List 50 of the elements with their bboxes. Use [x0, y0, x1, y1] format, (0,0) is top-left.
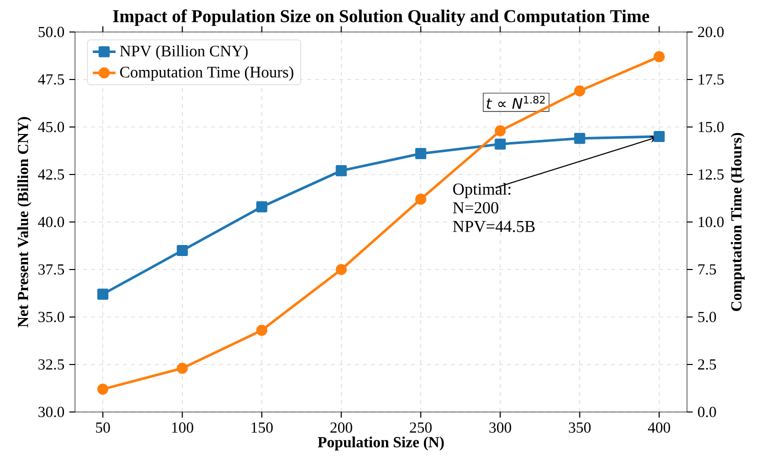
point — [256, 324, 268, 336]
x-tick-label: 300 — [489, 422, 512, 433]
y-tick-label: 37.5 — [38, 264, 64, 275]
x-tick-label: 400 — [648, 422, 670, 433]
y-tick-label: 35.0 — [38, 312, 64, 322]
y2-tick-label: 15.0 — [698, 122, 724, 132]
point — [415, 148, 426, 160]
y2-tick-label: 20.0 — [698, 26, 724, 38]
x-tick-label: 100 — [172, 422, 194, 433]
x-tick-label: 250 — [410, 422, 432, 433]
annotation: Optimal: N=200 NPV=44.5B — [452, 183, 535, 232]
y2-tick-label: 17.5 — [698, 74, 724, 85]
y-tick-label: 50.0 — [38, 26, 64, 38]
point — [97, 384, 108, 395]
y2-tick-label: 10.0 — [698, 216, 724, 228]
x-tick-label: 350 — [568, 422, 591, 433]
y-tick-label: 42.5 — [38, 169, 64, 180]
y-tick-label: 45.0 — [38, 122, 64, 132]
y-tick-label: 32.5 — [38, 359, 64, 370]
y-axis-title: Net Present Value (Billion CNY) — [17, 117, 32, 328]
annotation: t ∝ N$^{1.82}$ — [486, 96, 545, 109]
point — [176, 362, 188, 374]
y2-tick-label: 7.5 — [698, 264, 716, 275]
legend-label: NPV (Billion CNY) — [120, 45, 248, 60]
point — [494, 125, 506, 136]
x-axis-title: Population Size (N) — [318, 436, 444, 450]
point — [336, 165, 347, 176]
y-tick-label: 30.0 — [38, 406, 64, 418]
y2-axis-title: Computation Time (Hours) — [730, 132, 745, 311]
point — [654, 51, 665, 62]
y2-tick-label: 12.5 — [698, 169, 724, 180]
point — [336, 264, 347, 276]
point — [654, 130, 665, 142]
legend-label: Computation Time (Hours) — [120, 66, 294, 81]
point — [97, 288, 108, 300]
point — [494, 138, 506, 150]
x-tick-label: 200 — [330, 422, 352, 433]
chart-title: Impact of Population Size on Solution Quality and Computation Time — [112, 9, 650, 26]
x-tick-label: 50 — [96, 422, 110, 433]
point — [415, 194, 426, 205]
y2-tick-label: 0.0 — [698, 406, 716, 418]
y-tick-label: 47.5 — [38, 74, 64, 85]
point — [574, 85, 586, 96]
point — [574, 132, 586, 144]
y2-tick-label: 5.0 — [698, 312, 716, 322]
y2-tick-label: 2.5 — [698, 359, 716, 370]
point — [256, 201, 268, 212]
x-tick-label: 150 — [252, 422, 273, 433]
y-tick-label: 40.0 — [38, 216, 64, 228]
point — [176, 244, 188, 256]
